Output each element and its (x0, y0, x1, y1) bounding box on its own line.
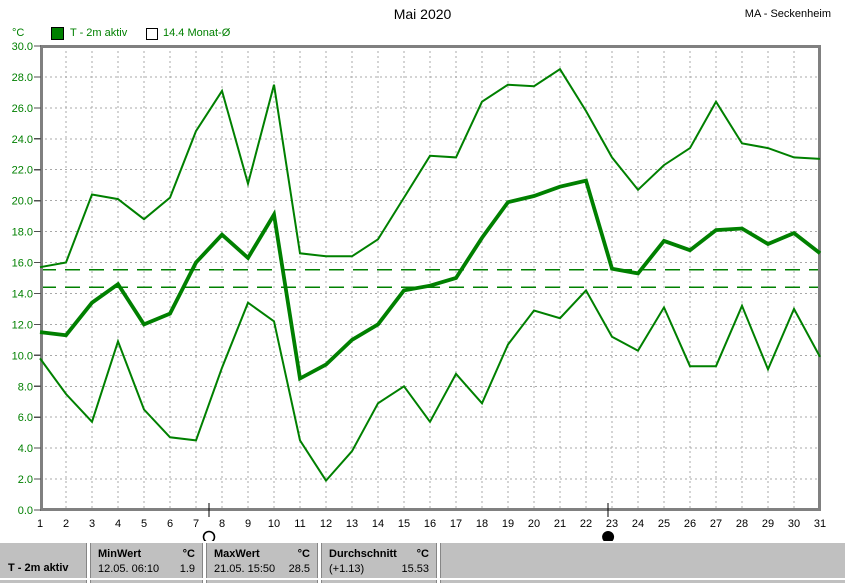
x-tick-label: 22 (580, 518, 592, 530)
y-tick-label: 30.0 (12, 41, 33, 53)
y-tick-label: 0.0 (18, 505, 33, 517)
x-tick-label: 23 (606, 518, 618, 530)
x-tick-label: 6 (167, 518, 173, 530)
maxwert-datetime: 21.05. 15:50 (214, 563, 276, 575)
x-tick-label: 30 (788, 518, 800, 530)
y-tick-label: 6.0 (18, 412, 33, 424)
x-tick-label: 3 (89, 518, 95, 530)
y-tick-label: 2.0 (18, 474, 33, 486)
maxwert-value: 28.5 (288, 563, 310, 575)
minwert-unit: °C (182, 548, 195, 560)
x-tick-label: 20 (528, 518, 540, 530)
x-tick-label: 2 (63, 518, 69, 530)
x-tick-label: 9 (245, 518, 251, 530)
y-tick-label: 10.0 (12, 350, 33, 362)
y-axis-unit-label: °C (12, 27, 25, 39)
durchschnitt-unit: °C (416, 548, 429, 560)
minwert-header: MinWert (98, 548, 142, 560)
durchschnitt-anomaly: (+1.13) (329, 563, 365, 575)
x-tick-label: 4 (115, 518, 121, 530)
y-tick-label: 28.0 (12, 72, 33, 84)
info-panel-filler-cell (440, 543, 845, 578)
x-tick-label: 8 (219, 518, 225, 530)
legend-active-series-label: T - 2m aktiv (70, 27, 128, 39)
maxwert-cell: MaxWert °C 21.05. 15:50 28.5 (206, 543, 318, 578)
y-tick-label: 14.0 (12, 288, 33, 300)
y-tick-label: 26.0 (12, 103, 33, 115)
x-tick-label: 26 (684, 518, 696, 530)
x-tick-label: 13 (346, 518, 358, 530)
durchschnitt-value: 15.53 (401, 563, 429, 575)
max-temp-curve (39, 67, 821, 269)
x-tick-label: 29 (762, 518, 774, 530)
x-tick-label: 14 (372, 518, 384, 530)
durchschnitt-header: Durchschnitt (329, 548, 397, 560)
plot-frame (40, 45, 821, 511)
x-tick-label: 27 (710, 518, 722, 530)
x-tick-label: 15 (398, 518, 410, 530)
y-tick-label: 12.0 (12, 319, 33, 331)
x-tick-label: 24 (632, 518, 644, 530)
x-tick-label: 5 (141, 518, 147, 530)
x-tick-label: 1 (37, 518, 43, 530)
y-tick-label: 20.0 (12, 196, 33, 208)
x-tick-label: 18 (476, 518, 488, 530)
y-tick-label: 18.0 (12, 227, 33, 239)
x-tick-label: 19 (502, 518, 514, 530)
maxwert-unit: °C (297, 548, 310, 560)
active-series-swatch-icon (51, 27, 64, 40)
temperature-chart: 0.0 2.0 4.0 6.0 8.0 10.0 12.0 14.0 16.0 18.0 20.0 2… (12, 41, 826, 541)
x-tick-label: 12 (320, 518, 332, 530)
info-panel: T - 2m aktiv MinWert °C 12.05. 06:10 1.9… (0, 541, 845, 583)
x-tick-label: 25 (658, 518, 670, 530)
min-temp-curve (39, 288, 821, 483)
y-tick-label: 4.0 (18, 443, 33, 455)
new-moon-icon (602, 531, 615, 541)
y-tick-label: 24.0 (12, 134, 33, 146)
chart-title: Mai 2020 (393, 6, 452, 22)
x-tick-label: 7 (193, 518, 199, 530)
info-panel-row: T - 2m aktiv MinWert °C 12.05. 06:10 1.9… (0, 543, 845, 578)
full-moon-icon (202, 530, 216, 541)
durchschnitt-cell: Durchschnitt °C (+1.13) 15.53 (321, 543, 437, 578)
month-average-swatch-icon (146, 28, 158, 40)
x-tick-label: 28 (736, 518, 748, 530)
x-tick-label: 11 (294, 518, 305, 530)
minwert-cell: MinWert °C 12.05. 06:10 1.9 (90, 543, 203, 578)
station-name: MA - Seckenheim (744, 8, 831, 20)
series-label: T - 2m aktiv (8, 562, 69, 574)
mean-temp-curve (39, 178, 822, 382)
x-tick-label: 10 (268, 518, 280, 530)
y-tick-label: 8.0 (18, 381, 33, 393)
y-tick-label: 16.0 (12, 258, 33, 270)
x-tick-label: 17 (450, 518, 462, 530)
y-tick-label: 22.0 (12, 165, 33, 177)
x-tick-label: 21 (554, 518, 566, 530)
x-tick-label: 31 (814, 518, 826, 530)
x-tick-label: 16 (424, 518, 436, 530)
maxwert-header: MaxWert (214, 548, 260, 560)
legend-month-average-label: 14.4 Monat-Ø (163, 27, 231, 39)
series-label-cell: T - 2m aktiv (0, 543, 87, 578)
minwert-value: 1.9 (179, 563, 195, 575)
minwert-datetime: 12.05. 06:10 (98, 563, 160, 575)
